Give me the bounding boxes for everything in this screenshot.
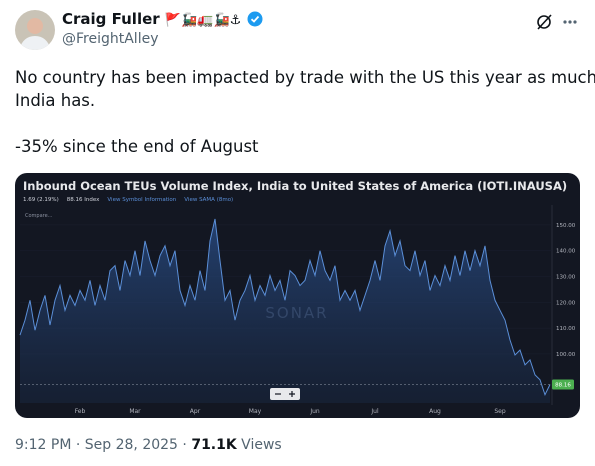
legend-item: 88.16 Index	[67, 197, 100, 203]
y-tick-label: 140.00	[556, 249, 576, 255]
author-name-text[interactable]: Craig Fuller	[62, 10, 160, 28]
chart: Inbound Ocean TEUs Volume Index, India t…	[15, 173, 580, 418]
line	[19, 218, 551, 397]
x-tick-label: May	[249, 408, 262, 415]
zoom-control	[270, 388, 300, 400]
date[interactable]: Sep 28, 2025	[84, 437, 178, 453]
view-count: 71.1K	[191, 437, 237, 453]
separator: ·	[75, 437, 81, 453]
x-tick-label: Jun	[309, 408, 320, 415]
author-name[interactable]: Craig Fuller 🚩🚂🚛🚂⚓	[62, 10, 263, 28]
grok-icon[interactable]	[537, 15, 551, 29]
legend-item: 1.69 (2.19%)	[23, 197, 59, 203]
time[interactable]: 9:12 PM	[15, 437, 72, 453]
x-tick-label: Jul	[370, 408, 379, 415]
views-label: Views	[241, 437, 282, 453]
tweet-line: India has.	[15, 91, 96, 110]
avatar[interactable]	[15, 10, 55, 50]
legend-item: View Symbol Information	[107, 197, 176, 203]
y-tick-label: 110.00	[556, 326, 576, 332]
compare-label: Compare...	[25, 213, 53, 219]
x-tick-label: Feb	[75, 408, 86, 415]
chart-title: Inbound Ocean TEUs Volume Index, India t…	[23, 179, 567, 193]
x-tick-label: Sep	[494, 408, 506, 415]
separator: ·	[182, 437, 187, 453]
x-tick-label: Apr	[190, 408, 201, 415]
y-tick-label: 120.00	[556, 300, 576, 306]
y-tick-label: 150.00	[556, 223, 576, 229]
tweet-line: -35% since the end of August	[15, 137, 259, 156]
y-tick-label: 130.00	[556, 275, 576, 281]
x-tick-label: Aug	[429, 408, 441, 415]
legend-item: View SAMA (8mo)	[184, 197, 233, 203]
zoom-in[interactable]	[289, 391, 295, 397]
author-handle[interactable]: @FreightAlley	[62, 31, 159, 47]
author-emojis: 🚩🚂🚛🚂⚓	[164, 13, 242, 28]
last-value-label: 88.16	[555, 383, 571, 389]
tweet-footer: 9:12 PM · Sep 28, 2025 · 71.1K Views	[15, 437, 282, 453]
zoom-bg	[270, 388, 300, 400]
tweet-line: No country has been impacted by trade wi…	[15, 68, 595, 87]
x-tick-label: Mar	[129, 408, 141, 415]
more-icon[interactable]	[563, 20, 577, 24]
y-tick-label: 100.00	[556, 352, 576, 358]
header-icons	[537, 14, 577, 30]
verified-badge	[247, 11, 263, 27]
last-value-box	[552, 379, 574, 390]
